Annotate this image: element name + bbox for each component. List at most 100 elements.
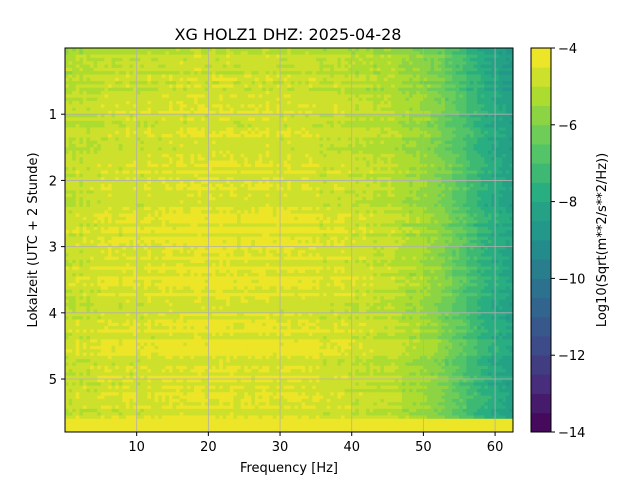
heatmap-cell	[125, 81, 130, 85]
heatmap-cell	[108, 84, 112, 89]
heatmap-cell	[441, 97, 446, 102]
heatmap-cell	[373, 137, 378, 142]
heatmap-cell	[391, 107, 396, 112]
heatmap-cell	[419, 54, 424, 59]
heatmap-cell	[423, 110, 428, 115]
heatmap-cell	[125, 61, 130, 65]
heatmap-cell	[258, 147, 263, 152]
heatmap-cell	[323, 97, 328, 102]
heatmap-cell	[68, 163, 73, 168]
heatmap-cell	[434, 124, 439, 128]
heatmap-cell	[455, 51, 460, 56]
heatmap-cell	[505, 84, 510, 89]
heatmap-cell	[333, 81, 338, 85]
heatmap-cell	[222, 127, 227, 132]
heatmap-cell	[211, 120, 216, 125]
heatmap-cell	[125, 144, 130, 148]
heatmap-cell	[469, 94, 474, 99]
heatmap-cell	[280, 114, 285, 118]
heatmap-cell	[462, 170, 467, 175]
heatmap-cell	[179, 137, 184, 142]
heatmap-cell	[487, 61, 492, 65]
heatmap-cell	[444, 120, 449, 125]
heatmap-cell	[348, 71, 353, 75]
heatmap-cell	[108, 117, 112, 122]
heatmap-cell	[491, 117, 496, 122]
heatmap-cell	[340, 170, 345, 175]
heatmap-cell	[308, 104, 313, 108]
heatmap-cell	[161, 77, 166, 82]
heatmap-cell	[495, 117, 500, 122]
heatmap-cell	[340, 64, 345, 69]
heatmap-cell	[369, 147, 374, 152]
heatmap-cell	[383, 144, 388, 148]
heatmap-cell	[466, 61, 471, 65]
heatmap-cell	[262, 127, 267, 132]
heatmap-cell	[290, 100, 295, 105]
heatmap-cell	[136, 48, 141, 52]
heatmap-cell	[118, 94, 123, 99]
heatmap-cell	[240, 51, 245, 56]
heatmap-cell	[211, 51, 216, 56]
heatmap-cell	[86, 140, 91, 145]
heatmap-cell	[305, 51, 310, 56]
heatmap-cell	[466, 97, 471, 102]
heatmap-cell	[405, 163, 410, 168]
heatmap-cell	[90, 160, 95, 165]
heatmap-cell	[211, 81, 216, 85]
heatmap-cell	[251, 173, 256, 178]
heatmap-cell	[183, 81, 188, 85]
heatmap-cell	[462, 134, 467, 138]
heatmap-cell	[326, 71, 331, 75]
heatmap-cell	[398, 117, 403, 122]
heatmap-cell	[294, 167, 299, 171]
heatmap-cell	[136, 173, 141, 178]
heatmap-cell	[247, 48, 252, 52]
heatmap-cell	[405, 117, 410, 122]
heatmap-cell	[437, 177, 442, 181]
heatmap-cell	[426, 87, 431, 92]
heatmap-cell	[376, 67, 381, 72]
heatmap-cell	[172, 51, 177, 56]
heatmap-cell	[115, 120, 120, 125]
heatmap-cell	[82, 124, 87, 128]
heatmap-cell	[469, 157, 474, 161]
heatmap-cell	[369, 107, 374, 112]
heatmap-cell	[444, 144, 449, 148]
heatmap-cell	[197, 150, 202, 155]
heatmap-cell	[326, 167, 331, 171]
heatmap-cell	[477, 124, 482, 128]
heatmap-cell	[211, 157, 216, 161]
heatmap-cell	[265, 104, 270, 108]
heatmap-cell	[444, 117, 449, 122]
heatmap-cell	[394, 97, 399, 102]
heatmap-cell	[426, 77, 431, 82]
heatmap-cell	[412, 57, 417, 62]
heatmap-cell	[376, 51, 381, 56]
heatmap-cell	[426, 114, 431, 118]
heatmap-cell	[394, 160, 399, 165]
heatmap-cell	[86, 130, 91, 135]
heatmap-cell	[398, 100, 403, 105]
heatmap-cell	[165, 84, 170, 89]
heatmap-cell	[68, 94, 73, 99]
heatmap-cell	[82, 94, 87, 99]
heatmap-cell	[151, 144, 155, 148]
heatmap-cell	[348, 104, 353, 108]
heatmap-cell	[269, 153, 274, 158]
heatmap-cell	[434, 140, 439, 145]
heatmap-cell	[326, 127, 331, 132]
heatmap-cell	[111, 114, 116, 118]
heatmap-cell	[90, 77, 95, 82]
heatmap-cell	[323, 130, 328, 135]
heatmap-cell	[452, 114, 457, 118]
heatmap-cell	[133, 67, 138, 72]
heatmap-cell	[290, 127, 295, 132]
heatmap-cell	[398, 67, 403, 72]
heatmap-cell	[344, 160, 349, 165]
heatmap-cell	[79, 117, 84, 122]
heatmap-cell	[158, 94, 163, 99]
heatmap-cell	[251, 150, 256, 155]
heatmap-cell	[215, 91, 220, 95]
heatmap-cell	[75, 64, 80, 69]
